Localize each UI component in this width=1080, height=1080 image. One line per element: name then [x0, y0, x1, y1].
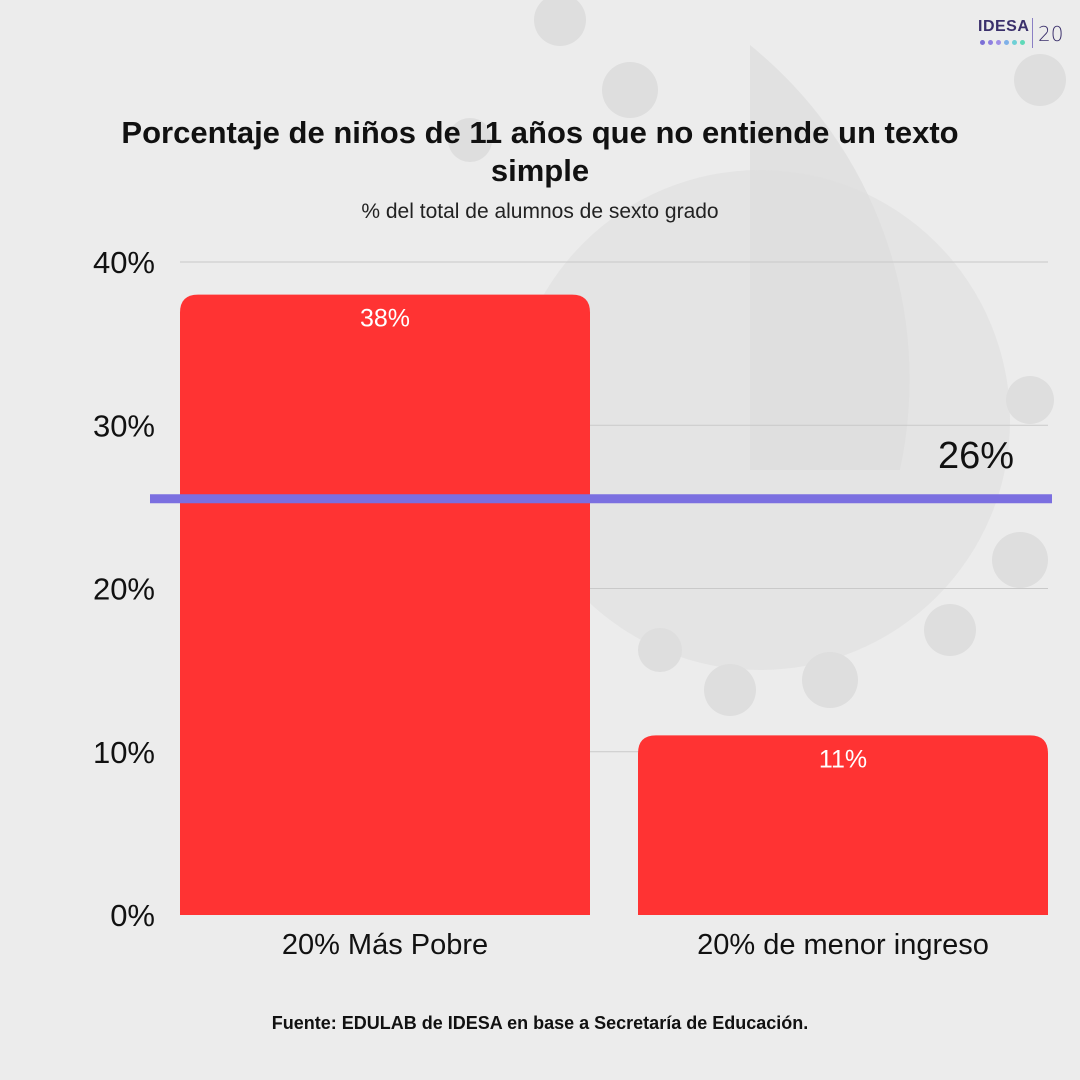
logo-brand: IDESA: [978, 18, 1030, 35]
y-tick-label: 40%: [93, 245, 155, 280]
logo-dot: [1012, 40, 1017, 45]
y-tick-label: 20%: [93, 572, 155, 607]
idesa-logo: IDESA 20: [978, 18, 1068, 52]
logo-dot: [1020, 40, 1025, 45]
y-tick-label: 10%: [93, 735, 155, 770]
y-tick-label: 0%: [110, 898, 155, 933]
logo-dot: [980, 40, 985, 45]
logo-dot: [996, 40, 1001, 45]
logo-number: 20: [1038, 22, 1064, 46]
chart-title: Porcentaje de niños de 11 años que no en…: [121, 115, 959, 188]
x-category-label: 20% Más Pobre: [282, 929, 488, 961]
bar: [638, 735, 1048, 915]
bar: [180, 294, 590, 915]
logo-dot: [988, 40, 993, 45]
bar-data-label: 11%: [819, 745, 867, 773]
logo-dots: [980, 40, 1025, 45]
y-tick-label: 30%: [93, 408, 155, 443]
chart-subtitle: % del total de alumnos de sexto grado: [361, 200, 719, 223]
logo-dot: [1004, 40, 1009, 45]
bar-data-label: 38%: [360, 305, 410, 333]
reference-line-label: 26%: [938, 435, 1014, 477]
source-note: Fuente: EDULAB de IDESA en base a Secret…: [271, 1013, 809, 1033]
x-category-label: 20% de menor ingreso: [697, 929, 989, 961]
logo-separator: [1032, 18, 1033, 48]
